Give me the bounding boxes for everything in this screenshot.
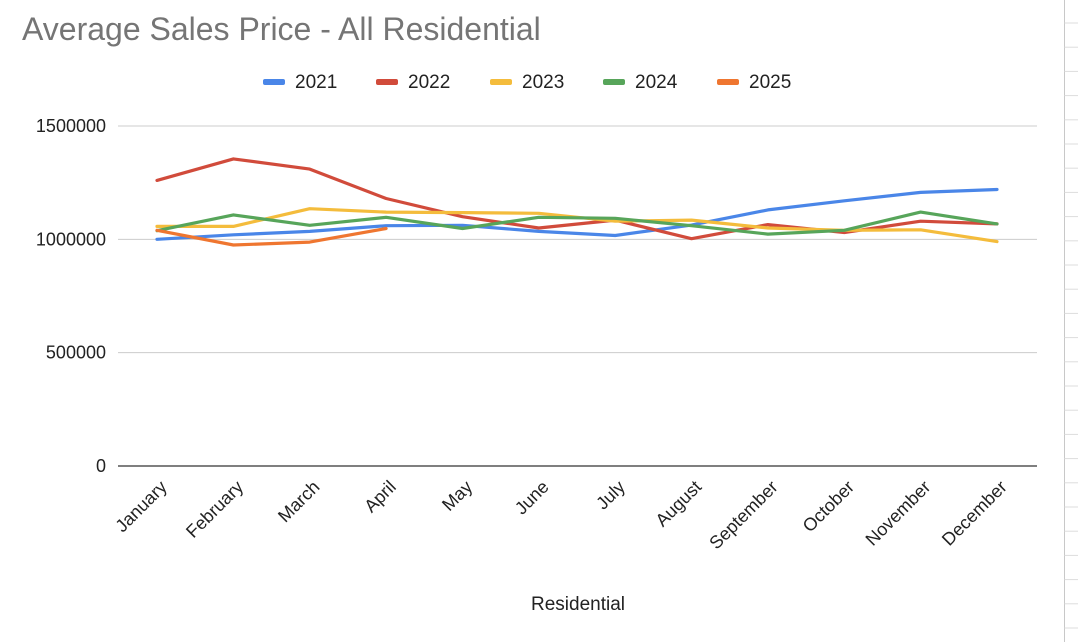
series-line-2021[interactable] xyxy=(155,187,999,241)
x-tick-label: November xyxy=(862,477,935,550)
x-tick-label: October xyxy=(799,477,858,536)
x-tick-label: September xyxy=(705,477,781,553)
y-tick-label: 1500000 xyxy=(36,116,106,136)
legend-swatch-2025 xyxy=(717,79,739,85)
x-axis-title: Residential xyxy=(531,594,625,615)
gridlines xyxy=(118,125,1037,354)
legend-swatch-2024 xyxy=(603,79,625,85)
x-axis-ticks: January February March April May June July Augu… xyxy=(111,477,1010,553)
x-tick-label: March xyxy=(274,477,324,527)
sheet-row-rules xyxy=(1064,22,1078,629)
legend-swatch-2023 xyxy=(490,79,512,85)
x-tick-label: July xyxy=(592,477,629,514)
y-axis-ticks: 0 500000 1000000 1500000 xyxy=(36,116,106,476)
legend-label-2023[interactable]: 2023 xyxy=(522,72,564,93)
x-tick-label: February xyxy=(182,477,247,542)
legend-label-2025[interactable]: 2025 xyxy=(749,72,791,93)
x-tick-label: January xyxy=(111,477,170,536)
chart-title: Average Sales Price - All Residential xyxy=(22,11,541,47)
y-tick-label: 0 xyxy=(96,456,106,476)
y-tick-label: 1000000 xyxy=(36,229,106,249)
x-tick-label: May xyxy=(438,477,476,515)
y-tick-label: 500000 xyxy=(46,343,106,363)
legend-label-2024[interactable]: 2024 xyxy=(635,72,678,93)
series-line-2025[interactable] xyxy=(155,226,388,247)
x-tick-label: August xyxy=(652,477,706,531)
legend-swatch-2021 xyxy=(263,79,285,85)
x-tick-label: June xyxy=(511,477,553,519)
x-tick-label: December xyxy=(938,477,1011,550)
legend-label-2022[interactable]: 2022 xyxy=(408,72,450,93)
x-tick-label: April xyxy=(360,477,400,517)
sheet-edge xyxy=(1064,0,1078,642)
series-line-2024[interactable] xyxy=(155,210,999,236)
legend-label-2021[interactable]: 2021 xyxy=(295,72,337,93)
legend: 2021 2022 2023 2024 2025 xyxy=(263,72,791,93)
legend-swatch-2022 xyxy=(376,79,398,85)
series-lines xyxy=(155,157,999,247)
